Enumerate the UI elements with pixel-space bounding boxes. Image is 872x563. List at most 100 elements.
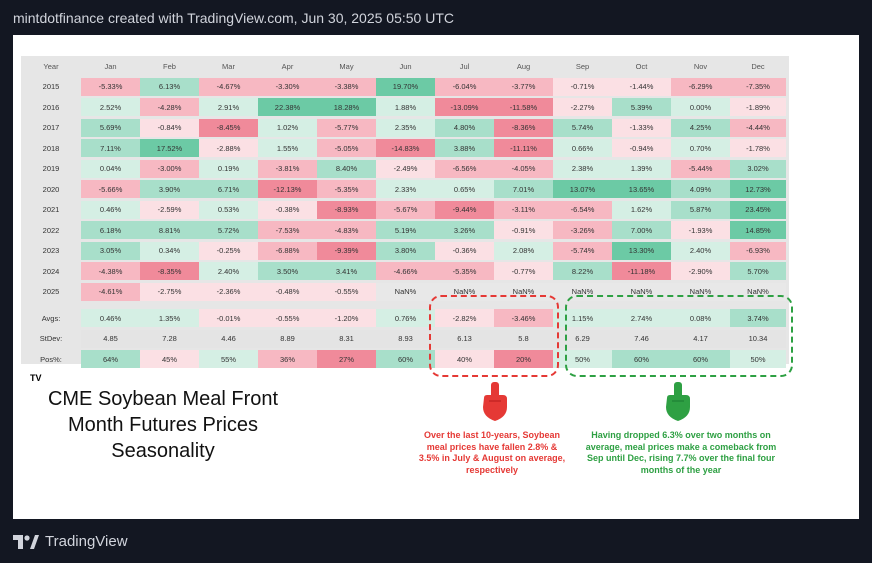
stats-cell: 4.85	[81, 329, 140, 348]
red-annotation-text: Over the last 10-years, Soybean meal pri…	[418, 430, 566, 475]
stats-cell: 4.46	[199, 329, 258, 348]
return-cell: -8.93%	[317, 200, 376, 219]
green-pointing-down-hand-icon	[666, 382, 690, 421]
return-cell: 8.81%	[140, 221, 199, 239]
return-cell: -1.89%	[730, 98, 786, 116]
return-cell: -6.54%	[553, 200, 612, 219]
return-cell: -3.00%	[140, 159, 199, 178]
return-cell: -5.74%	[553, 241, 612, 260]
stats-cell: 6.29	[553, 329, 612, 348]
return-cell: 13.65%	[612, 180, 671, 198]
stats-label: Pos%:	[40, 354, 62, 364]
stats-cell: 20%	[494, 350, 553, 368]
return-cell: 8.40%	[317, 159, 376, 178]
return-cell: 5.72%	[199, 221, 258, 239]
return-cell: -2.27%	[553, 98, 612, 116]
return-cell: 7.00%	[612, 221, 671, 239]
return-cell: 18.28%	[317, 98, 376, 116]
stats-cell: 0.08%	[671, 309, 730, 327]
month-header: Aug	[516, 61, 531, 71]
return-cell: -8.35%	[140, 262, 199, 280]
return-cell: 2.38%	[553, 159, 612, 178]
return-cell: -4.28%	[140, 98, 199, 116]
return-cell: 0.46%	[81, 200, 140, 219]
return-cell: 3.80%	[376, 241, 435, 260]
return-cell: 2.52%	[81, 98, 140, 116]
tradingview-footer[interactable]: TradingView	[13, 533, 128, 550]
return-cell: 0.00%	[671, 98, 730, 116]
stats-cell: -0.01%	[199, 309, 258, 327]
year-row: 2016 2.52% -4.28% 2.91% 22.38% 18.28% 1.88% -13…	[21, 98, 789, 116]
chart-header: mintdotfinance created with TradingView.…	[13, 10, 454, 26]
return-cell: 2.40%	[199, 262, 258, 280]
return-cell: 4.25%	[671, 118, 730, 137]
month-header: Dec	[751, 61, 765, 71]
return-cell: -0.84%	[140, 118, 199, 137]
return-cell: -6.04%	[435, 77, 494, 96]
return-cell: 5.74%	[553, 118, 612, 137]
return-cell: -4.38%	[81, 262, 140, 280]
return-cell: 1.88%	[376, 98, 435, 116]
return-cell: -4.05%	[494, 159, 553, 178]
return-cell: -11.58%	[494, 98, 553, 116]
return-cell: 5.39%	[612, 98, 671, 116]
year-label: 2018	[42, 143, 60, 153]
return-cell: -5.35%	[317, 180, 376, 198]
return-cell: 2.35%	[376, 118, 435, 137]
return-cell: 1.55%	[258, 139, 317, 157]
stats-cell: 5.8	[494, 329, 553, 348]
stats-cell: 0.76%	[376, 309, 435, 327]
return-cell: -2.90%	[671, 262, 730, 280]
return-cell: -5.77%	[317, 118, 376, 137]
return-cell: 3.88%	[435, 139, 494, 157]
stats-cell: -3.46%	[494, 309, 553, 327]
return-cell: 0.04%	[81, 159, 140, 178]
stats-cell: 1.35%	[140, 309, 199, 327]
stats-cell: 8.93	[376, 329, 435, 348]
year-label: 2016	[42, 102, 60, 112]
stats-cell: 4.17	[671, 329, 730, 348]
return-cell: -5.35%	[435, 262, 494, 280]
month-header: Mar	[222, 61, 235, 71]
month-header: Nov	[693, 61, 708, 71]
stats-row: Avgs: 0.46% 1.35% -0.01% -0.55% -1.20% 0.76% -2…	[21, 309, 789, 327]
year-label: 2019	[42, 164, 60, 173]
return-cell: 0.66%	[553, 139, 612, 157]
return-cell: -11.18%	[612, 262, 671, 280]
return-cell: 5.19%	[376, 221, 435, 239]
small-tradingview-logo-icon: TV	[30, 373, 42, 383]
red-pointing-down-hand-icon	[483, 382, 507, 421]
stats-cell: 36%	[258, 350, 317, 368]
return-cell: 3.50%	[258, 262, 317, 280]
return-cell: 2.40%	[671, 241, 730, 260]
year-row: 2020 -5.66% 3.90% 6.71% -12.13% -5.35% 2.33% 0.…	[21, 180, 789, 198]
title-line-2: Month Futures Prices	[67, 414, 259, 436]
year-label: 2015	[42, 82, 60, 91]
year-label: 2022	[42, 225, 60, 235]
return-cell: -0.36%	[435, 241, 494, 260]
return-cell: -0.55%	[317, 282, 376, 301]
return-cell: 2.91%	[199, 98, 258, 116]
return-cell: 1.39%	[612, 159, 671, 178]
stats-cell: 40%	[435, 350, 494, 368]
return-cell: -2.88%	[199, 139, 258, 157]
return-cell: 3.90%	[140, 180, 199, 198]
return-cell: 0.34%	[140, 241, 199, 260]
year-row: 2021 0.46% -2.59% 0.53% -0.38% -8.93% -5.67% -9…	[21, 200, 789, 219]
return-cell: -5.44%	[671, 159, 730, 178]
month-header: Sep	[575, 61, 590, 71]
stats-cell: 60%	[612, 350, 671, 368]
year-label: 2017	[42, 123, 60, 132]
table-header-row: Year Jan Feb Mar Apr May Jun Jul Aug Sep Oct Nov Dec	[21, 57, 789, 75]
month-header: Apr	[281, 61, 294, 71]
return-cell: 3.26%	[435, 221, 494, 239]
return-cell: -5.05%	[317, 139, 376, 157]
chart-title: CME Soybean Meal Front Month Futures Pri…	[33, 386, 293, 464]
return-cell: -9.39%	[317, 241, 376, 260]
return-cell: 3.05%	[81, 241, 140, 260]
stats-cell: 45%	[140, 350, 199, 368]
stats-cell: 2.74%	[612, 309, 671, 327]
return-cell: -3.26%	[553, 221, 612, 239]
return-cell: 0.70%	[671, 139, 730, 157]
month-header: Jul	[459, 61, 470, 71]
